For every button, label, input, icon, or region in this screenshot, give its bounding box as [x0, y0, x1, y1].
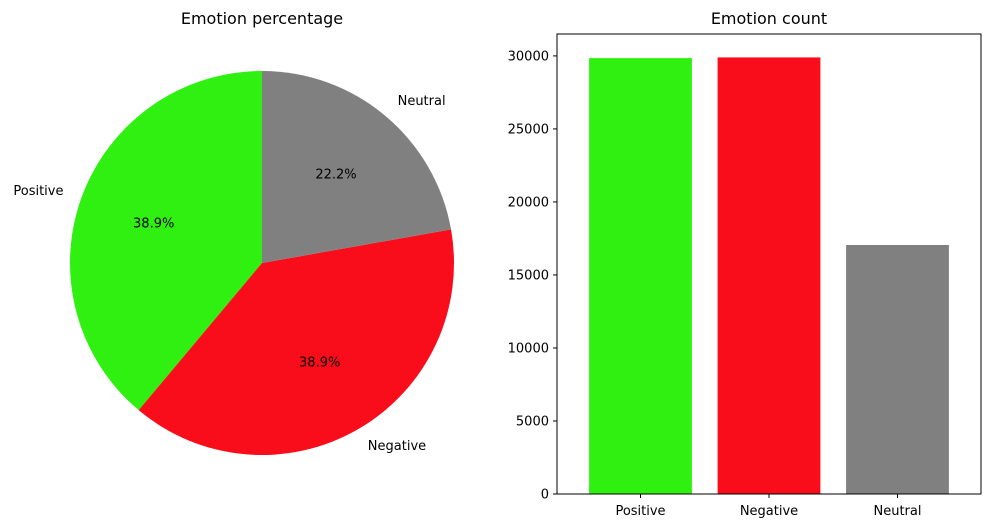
bar-title: Emotion count	[711, 9, 827, 28]
y-tick-label: 15000	[508, 268, 549, 283]
y-tick-label: 10000	[508, 341, 549, 356]
y-tick-label: 20000	[508, 195, 549, 210]
y-tick-label: 25000	[508, 122, 549, 137]
pie-pct-label-negative: 38.9%	[299, 356, 340, 371]
pie-slice-neutral	[262, 71, 452, 263]
x-tick-label-neutral: Neutral	[873, 504, 921, 519]
bar-negative	[717, 57, 821, 495]
y-tick-label: 5000	[516, 414, 549, 429]
pie-category-label-neutral: Neutral	[398, 94, 446, 109]
pie-title: Emotion percentage	[181, 9, 343, 28]
pie-chart: Emotion percentage 38.9% Positive 38.9% Neg…	[13, 9, 455, 456]
pie-slice-positive	[69, 71, 263, 411]
x-tick-label-negative: Negative	[740, 504, 798, 519]
pie-category-label-positive: Positive	[13, 184, 63, 199]
bar-chart: Emotion count Positive Negative Neutral 0 50…	[508, 9, 982, 519]
x-tick-label-positive: Positive	[615, 504, 665, 519]
pie-slice-negative	[138, 229, 455, 456]
bar-plot-frame	[556, 33, 982, 495]
y-tick-label: 0	[541, 488, 549, 503]
bar-positive	[589, 58, 692, 494]
pie-pct-label-neutral: 22.2%	[315, 168, 356, 183]
pie-pct-label-positive: 38.9%	[133, 217, 174, 232]
bar-neutral	[846, 245, 949, 494]
pie-category-label-negative: Negative	[368, 439, 426, 454]
y-tick-label: 30000	[508, 49, 549, 64]
